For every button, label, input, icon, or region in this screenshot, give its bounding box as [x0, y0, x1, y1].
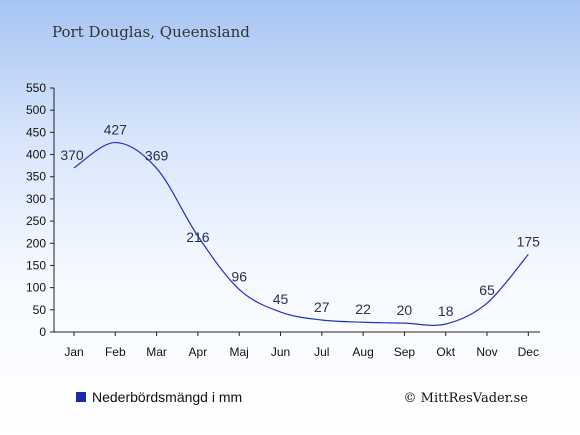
legend-swatch: [76, 392, 86, 402]
data-label: 427: [104, 122, 128, 138]
data-label: 20: [397, 302, 413, 318]
data-label: 369: [145, 147, 169, 163]
x-tick-label: Dec: [518, 345, 539, 359]
data-label: 18: [438, 303, 454, 319]
data-label: 27: [314, 299, 330, 315]
x-tick-label: Jun: [271, 345, 290, 359]
y-tick-label: 550: [26, 81, 46, 95]
x-tick-label: Feb: [105, 345, 126, 359]
data-label: 370: [60, 147, 84, 163]
data-label: 175: [517, 233, 541, 249]
y-tick-label: 50: [33, 303, 47, 317]
y-tick-label: 250: [26, 214, 46, 228]
credit-text: © MittResVader.se: [404, 391, 529, 406]
y-tick-label: 350: [26, 170, 46, 184]
x-tick-label: Maj: [230, 345, 249, 359]
data-label: 65: [479, 282, 495, 298]
y-tick-label: 450: [26, 125, 46, 139]
x-tick-label: Okt: [436, 345, 455, 359]
data-label: 22: [355, 301, 371, 317]
y-tick-label: 400: [26, 148, 46, 162]
x-tick-label: Mar: [146, 345, 167, 359]
x-tick-label: Jul: [314, 345, 329, 359]
data-label: 216: [186, 229, 210, 245]
chart-title: Port Douglas, Queensland: [52, 23, 250, 41]
y-tick-label: 0: [39, 325, 46, 339]
x-tick-label: Sep: [394, 345, 416, 359]
y-tick-label: 150: [26, 258, 46, 272]
y-tick-label: 100: [26, 281, 46, 295]
y-tick-label: 500: [26, 103, 46, 117]
x-tick-label: Nov: [476, 345, 497, 359]
x-tick-label: Apr: [189, 345, 208, 359]
series-line-precipitation: [73, 141, 529, 326]
x-tick-label: Aug: [352, 345, 373, 359]
legend-label: Nederbördsmängd i mm: [92, 389, 242, 405]
y-tick-label: 300: [26, 192, 46, 206]
y-tick-label: 200: [26, 236, 46, 250]
data-label: 96: [231, 268, 247, 284]
data-label: 45: [273, 291, 289, 307]
x-tick-label: Jan: [64, 345, 83, 359]
